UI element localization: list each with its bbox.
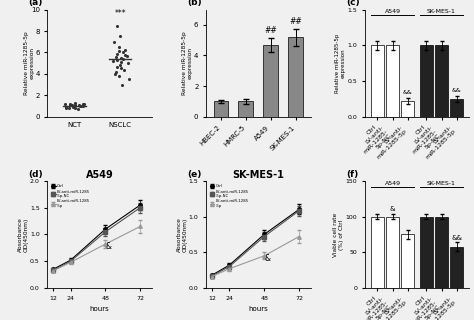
Point bbox=[114, 23, 121, 28]
Point bbox=[118, 60, 125, 65]
Bar bbox=[401, 235, 414, 288]
Y-axis label: Relative miR-1285-5p
expression: Relative miR-1285-5p expression bbox=[335, 34, 346, 93]
Point bbox=[114, 57, 121, 62]
Point bbox=[61, 102, 69, 107]
Point bbox=[76, 103, 84, 108]
Legend: Ctrl, LV-anti-miR-1285
-5p-NC, LV-anti-miR-1285
-5p: Ctrl, LV-anti-miR-1285 -5p-NC, LV-anti-m… bbox=[208, 183, 250, 210]
Text: (e): (e) bbox=[187, 170, 202, 179]
Text: A549: A549 bbox=[384, 9, 401, 14]
Y-axis label: Absorbance
OD(450nm): Absorbance OD(450nm) bbox=[18, 217, 28, 252]
Point bbox=[112, 69, 120, 74]
Point bbox=[66, 102, 74, 107]
Point bbox=[119, 50, 127, 55]
Point bbox=[125, 76, 133, 82]
Point bbox=[118, 82, 126, 87]
Point bbox=[68, 102, 76, 108]
Point bbox=[71, 100, 78, 105]
Point bbox=[80, 103, 87, 108]
Text: &: & bbox=[264, 254, 270, 263]
Text: SK-MES-1: SK-MES-1 bbox=[427, 181, 456, 186]
Text: (b): (b) bbox=[187, 0, 202, 7]
Text: ##: ## bbox=[264, 26, 277, 35]
Y-axis label: Viable cell rate
(%) of Ctrl: Viable cell rate (%) of Ctrl bbox=[333, 212, 344, 257]
Text: SK-MES-1: SK-MES-1 bbox=[427, 9, 456, 14]
Point bbox=[70, 104, 77, 109]
Point bbox=[70, 104, 77, 109]
Bar bbox=[435, 45, 448, 117]
Point bbox=[67, 103, 74, 108]
Bar bbox=[420, 217, 433, 288]
Title: SK-MES-1: SK-MES-1 bbox=[232, 170, 284, 180]
Point bbox=[119, 56, 127, 61]
Point bbox=[75, 102, 83, 108]
Bar bbox=[450, 99, 463, 117]
Text: (f): (f) bbox=[346, 170, 358, 179]
Bar bbox=[288, 37, 303, 117]
Point bbox=[72, 105, 79, 110]
Y-axis label: Relative miR-1285-5p
expression: Relative miR-1285-5p expression bbox=[182, 31, 192, 95]
Title: A549: A549 bbox=[86, 170, 113, 180]
Bar bbox=[435, 217, 448, 288]
Point bbox=[63, 106, 70, 111]
Text: ##: ## bbox=[289, 17, 302, 26]
Text: (c): (c) bbox=[346, 0, 360, 7]
Point bbox=[122, 48, 129, 53]
Point bbox=[116, 34, 124, 39]
Text: (d): (d) bbox=[28, 170, 43, 179]
Point bbox=[71, 103, 79, 108]
Point bbox=[77, 103, 84, 108]
Bar bbox=[401, 101, 414, 117]
Text: (a): (a) bbox=[28, 0, 43, 7]
Point bbox=[116, 44, 123, 50]
Point bbox=[79, 101, 87, 106]
Point bbox=[124, 60, 132, 66]
Point bbox=[112, 54, 119, 59]
X-axis label: hours: hours bbox=[90, 306, 109, 312]
Point bbox=[65, 106, 73, 111]
Text: &: & bbox=[390, 206, 395, 212]
Point bbox=[111, 71, 118, 76]
Point bbox=[74, 106, 82, 111]
Y-axis label: Relative miR-1285-5p
expression: Relative miR-1285-5p expression bbox=[24, 31, 35, 95]
Text: A549: A549 bbox=[384, 181, 401, 186]
Bar bbox=[386, 45, 399, 117]
Point bbox=[116, 73, 123, 78]
Bar bbox=[263, 45, 278, 117]
Point bbox=[62, 104, 70, 109]
Point bbox=[62, 104, 70, 109]
Point bbox=[109, 59, 117, 64]
Point bbox=[81, 101, 88, 106]
Bar bbox=[371, 45, 384, 117]
Point bbox=[114, 51, 121, 56]
Bar bbox=[450, 247, 463, 288]
X-axis label: hours: hours bbox=[248, 306, 268, 312]
Bar bbox=[214, 101, 228, 117]
Point bbox=[123, 53, 130, 58]
Point bbox=[117, 55, 124, 60]
Bar bbox=[420, 45, 433, 117]
Legend: Ctrl, LV-anti-miR-1285
-5p-NC, LV-anti-miR-1285
-5p: Ctrl, LV-anti-miR-1285 -5p-NC, LV-anti-m… bbox=[49, 183, 91, 210]
Point bbox=[121, 52, 129, 57]
Bar bbox=[386, 217, 399, 288]
Text: ***: *** bbox=[114, 9, 126, 18]
Point bbox=[115, 49, 123, 54]
Text: &: & bbox=[105, 243, 111, 252]
Bar bbox=[238, 101, 254, 117]
Point bbox=[120, 67, 128, 72]
Point bbox=[113, 65, 121, 70]
Text: &&: && bbox=[452, 88, 462, 93]
Point bbox=[117, 66, 125, 71]
Y-axis label: Absorbance
OD(450nm): Absorbance OD(450nm) bbox=[176, 217, 187, 252]
Point bbox=[116, 63, 123, 68]
Bar bbox=[371, 217, 384, 288]
Point bbox=[110, 39, 118, 44]
Text: &&: && bbox=[403, 90, 412, 95]
Text: &&: && bbox=[451, 235, 462, 241]
